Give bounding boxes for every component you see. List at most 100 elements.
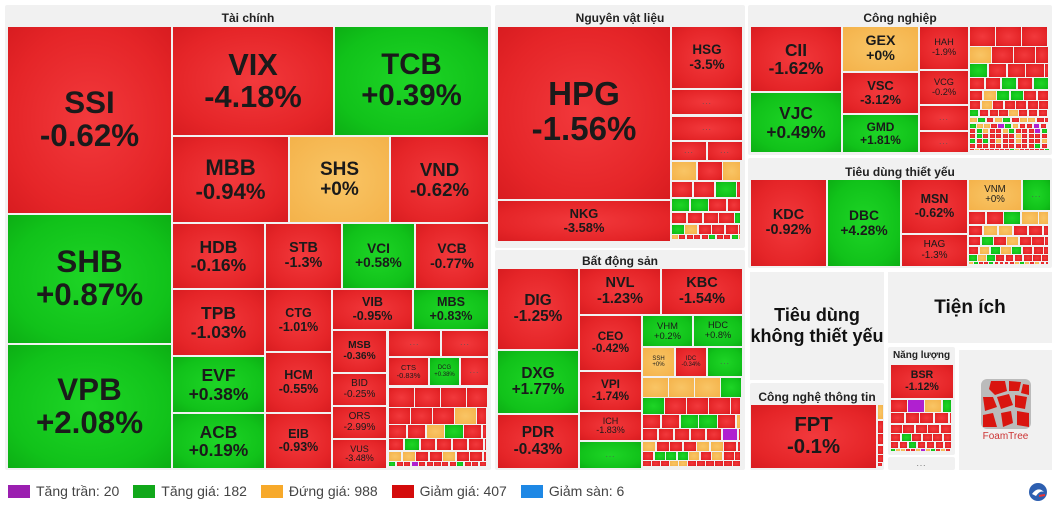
small-stock-tile[interactable]: [712, 452, 723, 460]
small-stock-tile[interactable]: [990, 149, 994, 151]
small-stock-tile[interactable]: [1035, 139, 1040, 143]
stock-tile-vnm[interactable]: VNM +0%: [969, 180, 1021, 210]
small-stock-tile[interactable]: [670, 461, 678, 467]
small-stock-tile[interactable]: [995, 149, 999, 151]
small-stock-tile[interactable]: [1012, 124, 1019, 128]
small-stock-tile[interactable]: [1039, 101, 1049, 109]
small-stock-tile[interactable]: [999, 110, 1008, 117]
small-stock-tile[interactable]: [434, 462, 441, 467]
small-stock-tile[interactable]: [1038, 110, 1047, 117]
small-stock-tile[interactable]: [1020, 149, 1024, 151]
small-stock-tile[interactable]: [679, 235, 686, 240]
small-stock-tile[interactable]: [709, 398, 730, 414]
small-stock-tile[interactable]: [1022, 129, 1027, 133]
small-stock-tile[interactable]: [426, 425, 444, 438]
stock-tile-vpi[interactable]: VPI -1.74%: [580, 372, 641, 410]
small-stock-tile[interactable]: [411, 462, 418, 467]
small-stock-tile[interactable]: [921, 449, 925, 452]
stock-tile-msb[interactable]: MSB -0.36%: [333, 331, 386, 372]
stock-tile-cii[interactable]: CII -1.62%: [751, 27, 841, 91]
small-stock-tile[interactable]: [1036, 47, 1049, 63]
sector-consumer-discretionary[interactable]: Tiêu dùng không thiết yếu: [750, 272, 884, 380]
small-stock-tile[interactable]: [1035, 134, 1040, 138]
stock-tile-hdb[interactable]: HDB -0.16%: [173, 224, 264, 288]
small-stock-tile[interactable]: [1025, 149, 1029, 151]
small-stock-tile[interactable]: [979, 110, 989, 117]
stock-tile-idc[interactable]: IDC -0.34%: [676, 348, 706, 376]
small-stock-tile[interactable]: [709, 235, 716, 240]
small-stock-tile[interactable]: [658, 429, 674, 441]
small-stock-tile[interactable]: [970, 129, 975, 133]
small-stock-tile[interactable]: [690, 429, 706, 441]
collapsed-tile[interactable]: ...: [672, 142, 706, 160]
small-stock-tile[interactable]: [672, 181, 693, 198]
small-stock-tile[interactable]: [996, 144, 1001, 148]
small-stock-tile[interactable]: [986, 212, 1003, 224]
small-stock-tile[interactable]: [656, 441, 669, 451]
small-stock-tile[interactable]: [999, 262, 1004, 265]
small-stock-tile[interactable]: [912, 434, 922, 441]
small-stock-tile[interactable]: [433, 408, 454, 424]
small-stock-tile[interactable]: [686, 235, 693, 240]
small-stock-tile[interactable]: [991, 124, 997, 128]
small-stock-tile[interactable]: [411, 408, 432, 424]
small-stock-tile[interactable]: [712, 224, 725, 234]
small-stock-tile[interactable]: [1040, 149, 1044, 151]
small-stock-tile[interactable]: [1035, 149, 1039, 151]
stock-tile-vcb[interactable]: VCB -0.77%: [416, 224, 488, 288]
small-stock-tile[interactable]: [1016, 101, 1027, 109]
stock-tile-stb[interactable]: STB -1.3%: [266, 224, 341, 288]
small-stock-tile[interactable]: [1022, 27, 1047, 46]
small-stock-tile[interactable]: [683, 441, 696, 451]
small-stock-tile[interactable]: [989, 110, 998, 117]
small-stock-tile[interactable]: [981, 236, 993, 246]
small-stock-tile[interactable]: [1020, 117, 1027, 123]
stock-tile-hag[interactable]: HAG -1.3%: [902, 235, 967, 266]
small-stock-tile[interactable]: [998, 225, 1013, 236]
small-stock-tile[interactable]: [1015, 149, 1019, 151]
small-stock-tile[interactable]: [1027, 101, 1038, 109]
small-stock-tile[interactable]: [679, 461, 687, 467]
small-stock-tile[interactable]: [970, 110, 979, 117]
small-stock-tile[interactable]: [674, 429, 690, 441]
small-stock-tile[interactable]: [969, 255, 977, 261]
small-stock-tile[interactable]: [1015, 134, 1021, 138]
small-stock-tile[interactable]: [896, 449, 900, 452]
small-stock-tile[interactable]: [1026, 64, 1044, 77]
small-stock-tile[interactable]: [997, 90, 1010, 100]
small-stock-tile[interactable]: [1041, 139, 1047, 143]
stock-tile-hcm[interactable]: HCM -0.55%: [266, 353, 331, 412]
stock-tile-fpt[interactable]: FPT -0.1%: [751, 405, 876, 468]
small-stock-tile[interactable]: [672, 235, 678, 240]
small-stock-tile[interactable]: [970, 47, 991, 63]
small-stock-tile[interactable]: [731, 235, 738, 240]
small-stock-tile[interactable]: [1005, 124, 1011, 128]
small-stock-tile[interactable]: [661, 461, 669, 467]
small-stock-tile[interactable]: [983, 139, 988, 143]
small-stock-tile[interactable]: [878, 455, 883, 462]
small-stock-tile[interactable]: [643, 461, 651, 467]
stock-tile-vib[interactable]: VIB -0.95%: [333, 290, 412, 329]
small-stock-tile[interactable]: [985, 78, 1001, 90]
small-stock-tile[interactable]: [698, 224, 711, 234]
small-stock-tile[interactable]: [901, 434, 911, 441]
small-stock-tile[interactable]: [908, 442, 917, 448]
small-stock-tile[interactable]: [654, 452, 665, 460]
small-stock-tile[interactable]: [1009, 129, 1014, 133]
small-stock-tile[interactable]: [695, 378, 720, 397]
small-stock-tile[interactable]: [697, 162, 722, 181]
small-stock-tile[interactable]: [457, 462, 464, 467]
small-stock-tile[interactable]: [719, 212, 734, 224]
small-stock-tile[interactable]: [389, 462, 396, 467]
small-stock-tile[interactable]: [1005, 255, 1014, 261]
small-stock-tile[interactable]: [941, 449, 945, 452]
small-stock-tile[interactable]: [389, 408, 410, 424]
small-stock-tile[interactable]: [1035, 262, 1040, 265]
small-stock-tile[interactable]: [672, 162, 697, 181]
small-stock-tile[interactable]: [933, 434, 943, 441]
small-stock-tile[interactable]: [1010, 149, 1014, 151]
stock-tile-kbc[interactable]: KBC -1.54%: [662, 269, 742, 314]
small-stock-tile[interactable]: [738, 441, 741, 451]
legend-item[interactable]: Giảm giá: 407: [391, 483, 507, 499]
small-stock-tile[interactable]: [1002, 129, 1008, 133]
